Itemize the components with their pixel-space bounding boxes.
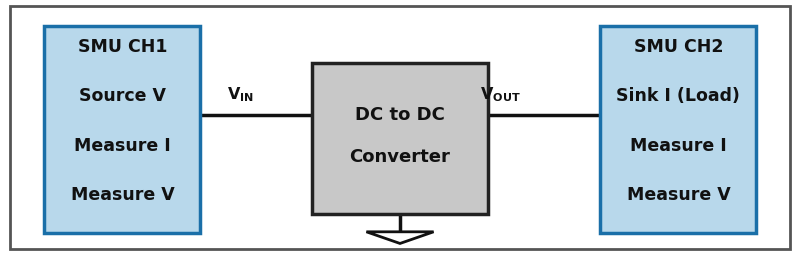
FancyBboxPatch shape [312,63,488,214]
Text: Measure I: Measure I [630,137,726,155]
Text: Measure V: Measure V [626,186,730,204]
Text: $\mathregular{V_{OUT}}$: $\mathregular{V_{OUT}}$ [480,85,520,104]
Text: Converter: Converter [350,148,450,166]
FancyBboxPatch shape [10,6,790,249]
Polygon shape [366,232,434,243]
Text: Measure V: Measure V [70,186,174,204]
Text: SMU CH2: SMU CH2 [634,38,723,56]
Text: Source V: Source V [79,87,166,105]
FancyBboxPatch shape [44,26,200,233]
Text: Measure I: Measure I [74,137,170,155]
Text: Sink I (Load): Sink I (Load) [617,87,740,105]
Text: SMU CH1: SMU CH1 [78,38,167,56]
FancyBboxPatch shape [600,26,756,233]
Text: DC to DC: DC to DC [355,106,445,124]
Text: $\mathregular{V_{IN}}$: $\mathregular{V_{IN}}$ [226,85,254,104]
